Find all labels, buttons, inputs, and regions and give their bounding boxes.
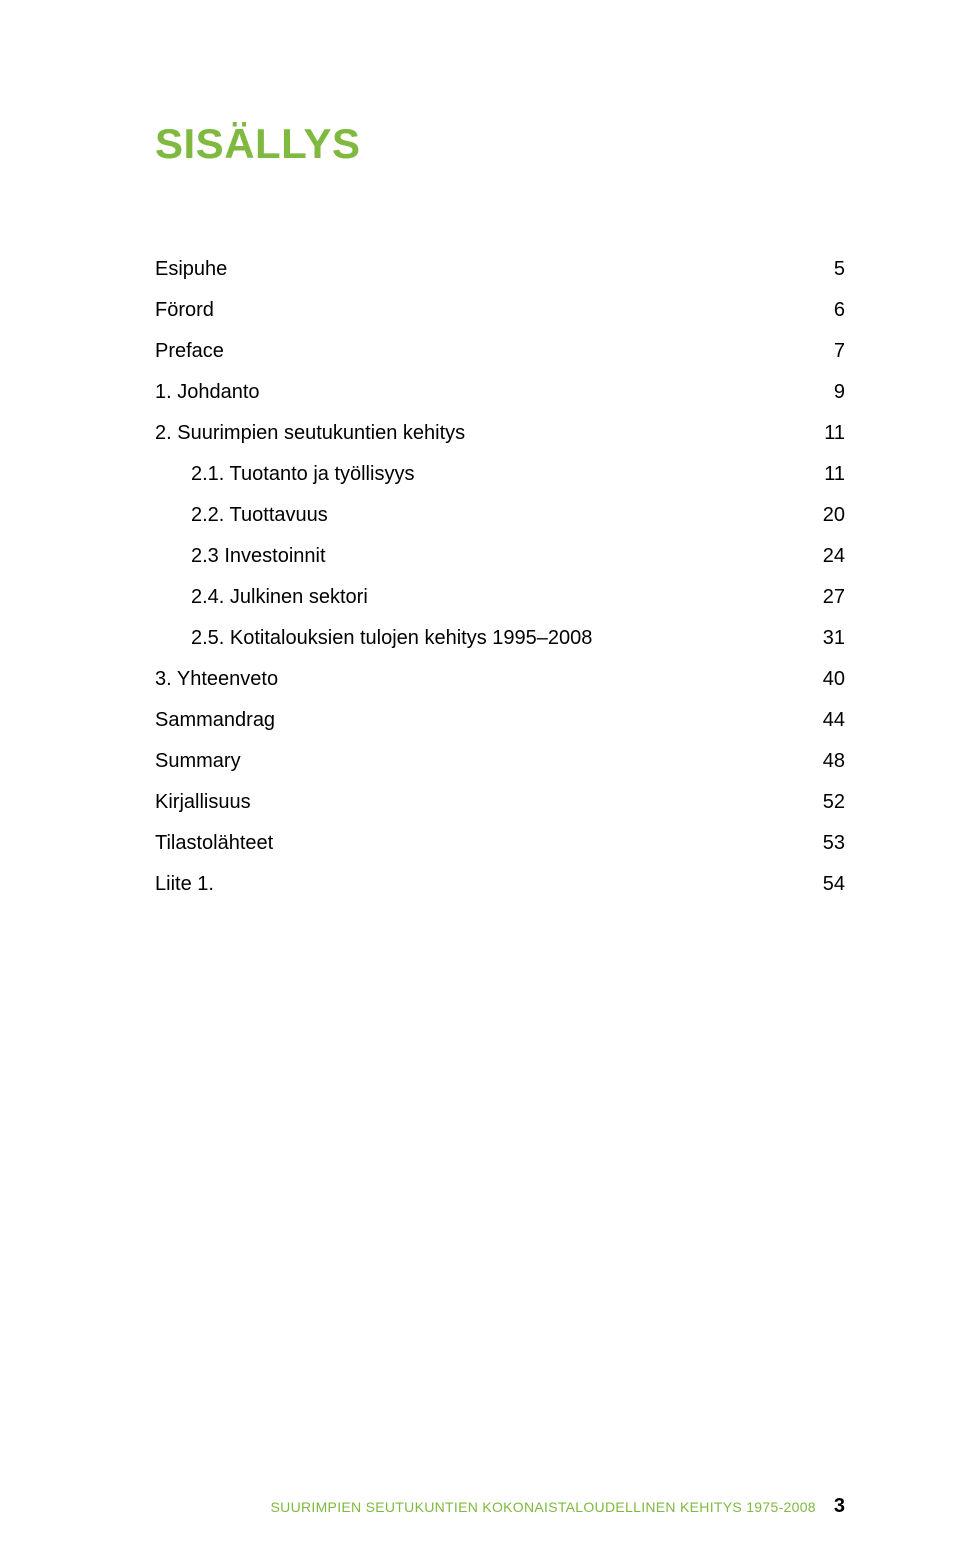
toc-row: 2.1. Tuotanto ja työllisyys 11 bbox=[155, 463, 845, 486]
page-title: SISÄLLYS bbox=[155, 120, 845, 168]
toc-page-number: 9 bbox=[834, 381, 845, 404]
toc-row: Summary 48 bbox=[155, 750, 845, 773]
toc-label: 2.1. Tuotanto ja työllisyys bbox=[191, 463, 414, 486]
toc-page-number: 54 bbox=[823, 873, 845, 896]
toc-row: Liite 1. 54 bbox=[155, 873, 845, 896]
toc-row: 2.5. Kotitalouksien tulojen kehitys 1995… bbox=[155, 627, 845, 650]
toc-label: Esipuhe bbox=[155, 258, 227, 281]
toc-page-number: 20 bbox=[823, 504, 845, 527]
toc-label: Summary bbox=[155, 750, 241, 773]
toc-row: 2.2. Tuottavuus 20 bbox=[155, 504, 845, 527]
toc-page-number: 44 bbox=[823, 709, 845, 732]
toc-row: Tilastolähteet 53 bbox=[155, 832, 845, 855]
toc-row: Sammandrag 44 bbox=[155, 709, 845, 732]
toc-label: 2.3 Investoinnit bbox=[191, 545, 326, 568]
toc-label: Liite 1. bbox=[155, 873, 214, 896]
toc-row: 2.4. Julkinen sektori 27 bbox=[155, 586, 845, 609]
footer-text: SUURIMPIEN SEUTUKUNTIEN KOKONAISTALOUDEL… bbox=[271, 1499, 816, 1515]
toc-row: 2. Suurimpien seutukuntien kehitys 11 bbox=[155, 422, 845, 445]
page-footer: SUURIMPIEN SEUTUKUNTIEN KOKONAISTALOUDEL… bbox=[271, 1495, 845, 1518]
toc-page-number: 7 bbox=[834, 340, 845, 363]
toc-label: Tilastolähteet bbox=[155, 832, 273, 855]
toc-row: 2.3 Investoinnit 24 bbox=[155, 545, 845, 568]
toc-label: 2.2. Tuottavuus bbox=[191, 504, 328, 527]
toc-row: 3. Yhteenveto 40 bbox=[155, 668, 845, 691]
toc-label: 2.4. Julkinen sektori bbox=[191, 586, 368, 609]
toc-label: Kirjallisuus bbox=[155, 791, 251, 814]
toc-label: 3. Yhteenveto bbox=[155, 668, 278, 691]
toc-page-number: 40 bbox=[823, 668, 845, 691]
page-container: SISÄLLYS Esipuhe 5 Förord 6 Preface 7 1. Johda… bbox=[0, 0, 960, 1562]
toc-label: Sammandrag bbox=[155, 709, 275, 732]
toc-row: Preface 7 bbox=[155, 340, 845, 363]
toc-label: 1. Johdanto bbox=[155, 381, 260, 404]
toc-row: Kirjallisuus 52 bbox=[155, 791, 845, 814]
footer-page-number: 3 bbox=[834, 1495, 845, 1518]
toc-label: Förord bbox=[155, 299, 214, 322]
toc-page-number: 11 bbox=[824, 463, 845, 486]
toc-label: Preface bbox=[155, 340, 224, 363]
toc-page-number: 11 bbox=[824, 422, 845, 445]
toc-row: 1. Johdanto 9 bbox=[155, 381, 845, 404]
toc-label: 2.5. Kotitalouksien tulojen kehitys 1995… bbox=[191, 627, 592, 650]
toc-label: 2. Suurimpien seutukuntien kehitys bbox=[155, 422, 465, 445]
toc-page-number: 48 bbox=[823, 750, 845, 773]
toc-page-number: 53 bbox=[823, 832, 845, 855]
toc-page-number: 5 bbox=[834, 258, 845, 281]
toc-row: Förord 6 bbox=[155, 299, 845, 322]
toc-row: Esipuhe 5 bbox=[155, 258, 845, 281]
toc-page-number: 24 bbox=[823, 545, 845, 568]
toc-page-number: 52 bbox=[823, 791, 845, 814]
toc-page-number: 31 bbox=[823, 627, 845, 650]
toc-page-number: 27 bbox=[823, 586, 845, 609]
table-of-contents: Esipuhe 5 Förord 6 Preface 7 1. Johdanto 9 2. Su… bbox=[155, 258, 845, 896]
toc-page-number: 6 bbox=[834, 299, 845, 322]
